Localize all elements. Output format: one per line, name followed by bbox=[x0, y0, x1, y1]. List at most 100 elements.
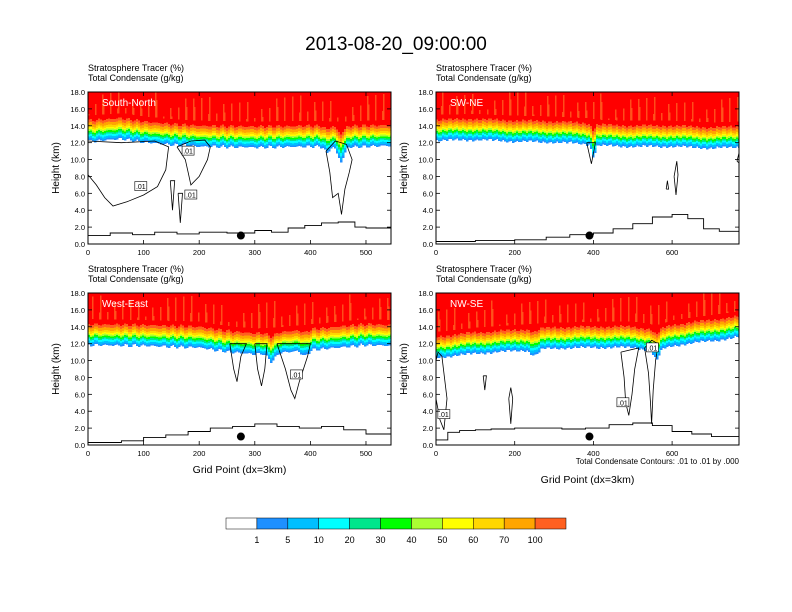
tracer-band-strip bbox=[330, 341, 333, 344]
tracer-band-strip bbox=[686, 138, 689, 140]
tracer-band-strip bbox=[246, 134, 249, 137]
tracer-band-strip bbox=[252, 126, 255, 130]
tracer-band-strip bbox=[702, 143, 705, 147]
tracer-band-strip bbox=[500, 120, 503, 124]
tracer-band-strip bbox=[176, 123, 179, 127]
tracer-red-strip bbox=[542, 92, 545, 121]
tracer-red-strip bbox=[688, 92, 691, 126]
tracer-band-strip bbox=[674, 126, 677, 130]
tracer-band-strip bbox=[474, 119, 477, 123]
tracer-band-strip bbox=[578, 136, 581, 139]
tracer-band-strip bbox=[284, 134, 287, 137]
tracer-streak bbox=[562, 111, 564, 117]
tracer-band-strip bbox=[224, 348, 227, 352]
tracer-band-strip bbox=[222, 334, 225, 338]
tracer-band-strip bbox=[658, 126, 661, 130]
tracer-band-strip bbox=[246, 335, 249, 339]
tracer-band-strip bbox=[714, 127, 717, 131]
tracer-band-strip bbox=[92, 334, 95, 337]
tracer-band-strip bbox=[660, 130, 663, 134]
tracer-band-strip bbox=[286, 136, 289, 139]
tracer-band-strip bbox=[474, 134, 477, 137]
tracer-band-strip bbox=[134, 342, 137, 345]
tracer-band-strip bbox=[572, 134, 575, 136]
tracer-band-strip bbox=[694, 136, 697, 139]
tracer-band-strip bbox=[168, 138, 171, 141]
tracer-band-strip bbox=[472, 130, 475, 133]
tracer-band-strip bbox=[556, 139, 559, 142]
tracer-band-strip bbox=[170, 342, 173, 345]
tracer-band-strip bbox=[694, 135, 697, 137]
tracer-band-strip bbox=[198, 134, 201, 136]
tracer-band-strip bbox=[278, 124, 281, 128]
tracer-band-strip bbox=[130, 129, 133, 132]
tracer-band-strip bbox=[698, 140, 701, 143]
tracer-band-strip bbox=[156, 333, 159, 336]
tracer-band-strip bbox=[226, 349, 229, 351]
tracer-band-strip bbox=[444, 127, 447, 130]
tracer-band-strip bbox=[146, 121, 149, 124]
tracer-red-strip bbox=[126, 293, 129, 324]
tracer-band-strip bbox=[94, 333, 97, 335]
tracer-band-strip bbox=[574, 139, 577, 142]
tracer-band-strip bbox=[120, 342, 123, 346]
tracer-red-strip bbox=[260, 92, 263, 126]
tracer-band-strip bbox=[662, 140, 665, 143]
tracer-band-strip bbox=[202, 135, 205, 137]
tracer-band-strip bbox=[682, 132, 685, 135]
tracer-band-strip bbox=[322, 345, 325, 348]
tracer-band-strip bbox=[120, 328, 123, 332]
tracer-band-strip bbox=[134, 130, 137, 132]
tracer-red-strip bbox=[586, 92, 589, 126]
tracer-band-strip bbox=[720, 146, 723, 149]
tracer-band-strip bbox=[306, 331, 309, 335]
tracer-band-strip bbox=[144, 324, 147, 328]
tracer-band-strip bbox=[98, 327, 101, 331]
tracer-band-strip bbox=[144, 133, 147, 136]
tracer-band-strip bbox=[134, 135, 137, 138]
panel-2: .01West-East0.02.04.06.08.010.012.014.01… bbox=[51, 264, 392, 476]
tracer-band-strip bbox=[468, 127, 471, 129]
tracer-band-strip bbox=[672, 145, 675, 148]
tracer-band-strip bbox=[232, 349, 235, 352]
tracer-band-strip bbox=[580, 132, 583, 134]
tracer-band-strip bbox=[572, 128, 575, 131]
tracer-band-strip bbox=[650, 137, 653, 140]
tracer-streak bbox=[140, 99, 142, 116]
tracer-band-strip bbox=[448, 137, 451, 140]
tracer-band-strip bbox=[324, 136, 327, 139]
tracer-band-strip bbox=[124, 134, 127, 137]
tracer-band-strip bbox=[690, 131, 693, 134]
tracer-band-strip bbox=[356, 135, 359, 137]
tracer-band-strip bbox=[710, 132, 713, 135]
tracer-band-strip bbox=[712, 137, 715, 140]
tracer-band-strip bbox=[188, 143, 191, 146]
tracer-band-strip bbox=[152, 327, 155, 331]
tracer-band-strip bbox=[236, 345, 239, 348]
tracer-band-strip bbox=[716, 140, 719, 143]
tracer-band-strip bbox=[152, 336, 155, 339]
tracer-band-strip bbox=[338, 346, 341, 348]
tracer-band-strip bbox=[140, 324, 143, 328]
tracer-band-strip bbox=[666, 127, 669, 131]
tracer-streak bbox=[163, 116, 165, 119]
tracer-band-strip bbox=[230, 346, 233, 349]
tracer-band-strip bbox=[166, 135, 169, 138]
tracer-band-strip bbox=[332, 129, 335, 133]
tracer-band-strip bbox=[322, 136, 325, 139]
tracer-band-strip bbox=[290, 139, 293, 142]
tracer-band-strip bbox=[574, 141, 577, 144]
tracer-band-strip bbox=[88, 129, 91, 131]
tracer-band-strip bbox=[682, 130, 685, 133]
tracer-band-strip bbox=[154, 125, 157, 129]
tracer-band-strip bbox=[120, 127, 123, 129]
tracer-band-strip bbox=[672, 138, 675, 140]
tracer-band-strip bbox=[536, 131, 539, 133]
tracer-band-strip bbox=[734, 135, 737, 138]
tracer-band-strip bbox=[208, 134, 211, 137]
tracer-band-strip bbox=[674, 137, 677, 140]
tracer-band-strip bbox=[126, 333, 129, 336]
tracer-band-strip bbox=[684, 138, 687, 140]
tracer-band-strip bbox=[258, 338, 261, 341]
tracer-band-strip bbox=[234, 337, 237, 340]
